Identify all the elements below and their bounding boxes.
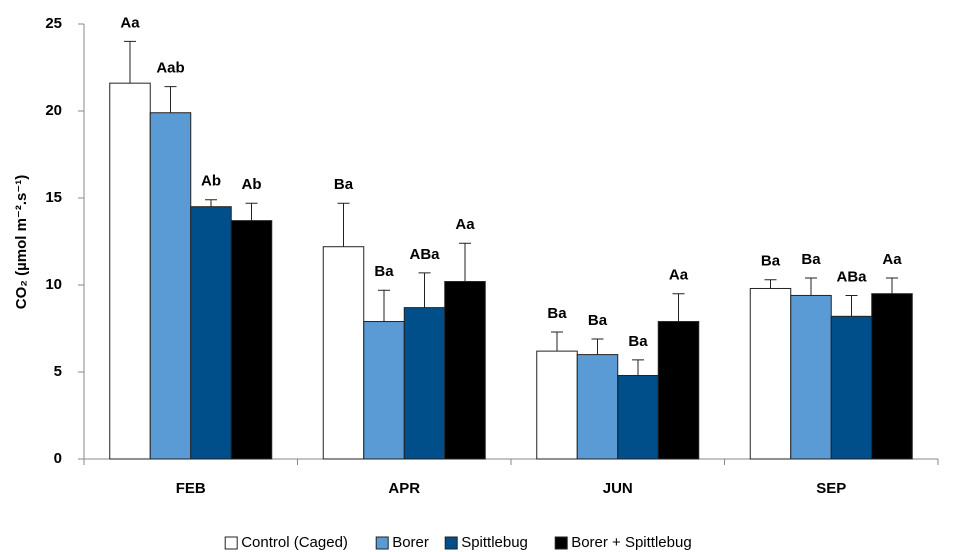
bar	[871, 293, 913, 460]
legend-swatch	[444, 536, 458, 550]
error-bar	[205, 199, 217, 207]
y-tick-label: 15	[45, 189, 62, 206]
bar	[830, 315, 873, 460]
legend-swatch	[375, 536, 389, 550]
y-tick-label: 0	[54, 450, 62, 467]
bar	[536, 350, 578, 460]
legend-label: Borer	[392, 534, 429, 551]
bar	[576, 354, 619, 460]
annotation: Ba	[374, 263, 394, 280]
y-tick-label: 20	[45, 102, 62, 119]
bar	[403, 307, 446, 460]
x-tick-label: APR	[388, 480, 420, 497]
error-bar	[337, 202, 350, 247]
bar	[230, 220, 273, 460]
bar	[109, 82, 151, 460]
annotation: Ba	[761, 253, 781, 270]
error-bar	[551, 331, 563, 352]
error-bar	[886, 277, 898, 294]
x-tick-label: SEP	[816, 480, 846, 497]
y-tick-label: 5	[54, 363, 62, 380]
error-bar	[378, 289, 390, 322]
error-bar	[672, 293, 685, 322]
x-tick-label: JUN	[603, 480, 633, 497]
legend-label: Control (Caged)	[241, 534, 348, 551]
annotation: Aa	[669, 267, 689, 284]
error-bar	[418, 272, 431, 308]
annotation: Ba	[801, 251, 821, 268]
error-bar	[164, 86, 177, 113]
annotation: Aa	[882, 251, 902, 268]
bar	[190, 206, 232, 460]
error-bar	[805, 277, 817, 296]
error-bar	[591, 338, 604, 355]
bar	[149, 112, 192, 460]
error-bar	[764, 279, 777, 289]
annotation: Ba	[547, 305, 567, 322]
annotation: Aa	[455, 216, 475, 233]
legend-label: Spittlebug	[461, 534, 528, 551]
bar	[444, 281, 486, 460]
error-bar	[124, 40, 136, 84]
legend-label: Borer + Spittlebug	[571, 534, 692, 551]
bar	[322, 246, 365, 460]
x-tick-label: FEB	[176, 480, 206, 497]
bar	[790, 294, 832, 460]
annotation: ABa	[836, 268, 867, 285]
bar	[363, 321, 405, 460]
error-bar	[459, 242, 471, 282]
annotation: Ba	[588, 312, 608, 329]
annotation: Aa	[120, 14, 140, 31]
annotation: Ab	[242, 176, 262, 193]
bar	[617, 374, 659, 460]
error-bar	[845, 294, 858, 317]
annotation: Ab	[201, 173, 221, 190]
annotation: Ba	[628, 333, 648, 350]
annotation: Ba	[334, 176, 354, 193]
y-tick-label: 25	[45, 15, 62, 32]
legend-swatch	[224, 536, 238, 550]
bar	[657, 321, 700, 460]
legend-swatch	[554, 536, 568, 550]
y-axis-label: CO₂ (µmol m⁻².s⁻¹)	[13, 175, 30, 309]
annotation: ABa	[409, 246, 440, 263]
bar	[749, 287, 792, 460]
error-bar	[245, 202, 258, 221]
annotation: Aab	[156, 60, 184, 77]
error-bar	[632, 359, 644, 376]
y-tick-label: 10	[45, 276, 62, 293]
